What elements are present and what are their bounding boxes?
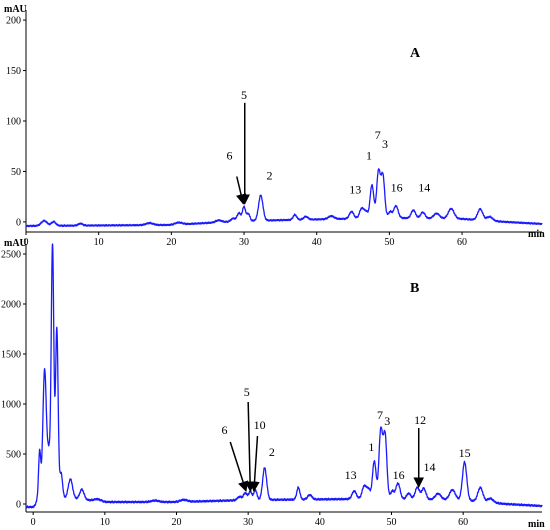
- panel-b-x-tick-label: 10: [100, 517, 110, 528]
- panel-a-peak-label: 13: [349, 183, 361, 197]
- panel-b-label: B: [410, 281, 419, 296]
- panel-a-x-tick-label: 30: [239, 237, 249, 248]
- panel-a-x-tick-label: 40: [312, 237, 322, 248]
- panel-b-peak-label: 10: [254, 418, 266, 432]
- panel-a-x-tick-label: 0: [24, 237, 29, 248]
- panel-b-peak-arrow: [229, 441, 249, 492]
- panel-a-peak-label: 1: [366, 148, 372, 162]
- panel-b-xlabel: min: [528, 519, 545, 530]
- panel-b-y-tick-label: 2000: [1, 300, 21, 311]
- panel-a-x-tick-label: 50: [384, 237, 394, 248]
- panel-a-label: A: [410, 46, 421, 61]
- panel-b-trace: [25, 243, 543, 509]
- panel-b-x-tick-label: 20: [172, 517, 182, 528]
- panel-b-peak-arrow: [244, 401, 256, 493]
- panel-a-y-tick-label: 0: [16, 217, 21, 228]
- panel-a-x-ticks: 0 10 20 30 40 50 60: [24, 232, 467, 248]
- panel-a-x-tick-label: 10: [94, 237, 104, 248]
- panel-b-annotations: 6 5 102 13 1 7 3 16 12 14 15: [222, 385, 471, 482]
- panel-b-series: [25, 243, 543, 509]
- panel-a-annotations: 6 5 2 13 173 16 14: [226, 88, 430, 197]
- panel-a-x-tick-label: 20: [166, 237, 176, 248]
- panel-b-y-tick-label: 2500: [1, 250, 21, 261]
- panel-b-y-tick-label: 1000: [1, 400, 21, 411]
- panel-a-peak-label: 16: [391, 181, 403, 195]
- panel-a-ylabel: mAU: [4, 4, 27, 15]
- panel-a-y-ticks: 0 50 100 150 200: [6, 16, 26, 228]
- panel-a-peak-label: 5: [241, 88, 247, 102]
- panel-b-peak-label: 5: [244, 385, 250, 399]
- panel-a-y-tick-label: 200: [6, 16, 21, 27]
- panel-b-x-tick-label: 50: [387, 517, 397, 528]
- panel-b-y-ticks: 0 500 1000 1500 2000 2500: [1, 250, 26, 511]
- panel-a-y-tick-label: 50: [11, 167, 21, 178]
- panel-b-ylabel: mAU: [4, 238, 27, 249]
- panel-a-peak-label: 7: [375, 128, 381, 142]
- panel-b-x-tick-label: 0: [31, 517, 36, 528]
- panel-a-arrows: [235, 102, 251, 205]
- panel-b-y-tick-label: 1500: [1, 350, 21, 361]
- panel-a-xlabel: min: [528, 229, 545, 240]
- panel-a-y-tick-label: 150: [6, 66, 21, 77]
- panel-a-axes: [25, 10, 542, 233]
- panel-a-peak-label: 2: [266, 169, 272, 183]
- panel-a-series: [25, 168, 543, 228]
- panel-b-x-tick-label: 40: [315, 517, 325, 528]
- panel-b-peak-label: 7: [377, 408, 383, 422]
- panel-b-peak-label: 13: [345, 468, 357, 482]
- panel-a-y-tick-label: 100: [6, 117, 21, 128]
- panel-b-x-ticks: 0 10 20 30 40 50 60: [31, 512, 468, 528]
- panel-b-y-tick-label: 0: [16, 500, 21, 511]
- panel-b-peak-label: 16: [393, 468, 405, 482]
- panel-a: mAU min A 0 50 100 150 200 0 10 20 30 40 50 60 6 5 2…: [4, 4, 545, 248]
- panel-a-peak-label: 6: [226, 148, 232, 162]
- panel-a-peak-label: 3: [382, 137, 388, 151]
- panel-b-peak-label: 14: [423, 460, 435, 474]
- panel-a-peak-arrow: [235, 176, 247, 205]
- panel-b-peak-label: 12: [414, 413, 426, 427]
- panel-b-x-tick-label: 60: [458, 517, 468, 528]
- panel-a-x-tick-label: 60: [457, 237, 467, 248]
- panel-b-axes: [25, 244, 542, 513]
- panel-b-arrows: [229, 401, 424, 493]
- panel-b-y-tick-label: 500: [6, 450, 21, 461]
- panel-b-peak-label: 2: [269, 445, 275, 459]
- panel-b-peak-label: 1: [368, 440, 374, 454]
- panel-b-peak-label: 3: [384, 414, 390, 428]
- panel-b-peak-label: 15: [459, 446, 471, 460]
- panel-a-trace: [25, 168, 543, 228]
- panel-b-peak-label: 6: [222, 423, 228, 437]
- panel-b-x-tick-label: 30: [243, 517, 253, 528]
- panel-a-peak-label: 14: [418, 181, 430, 195]
- panel-b-peak-arrow: [249, 435, 260, 493]
